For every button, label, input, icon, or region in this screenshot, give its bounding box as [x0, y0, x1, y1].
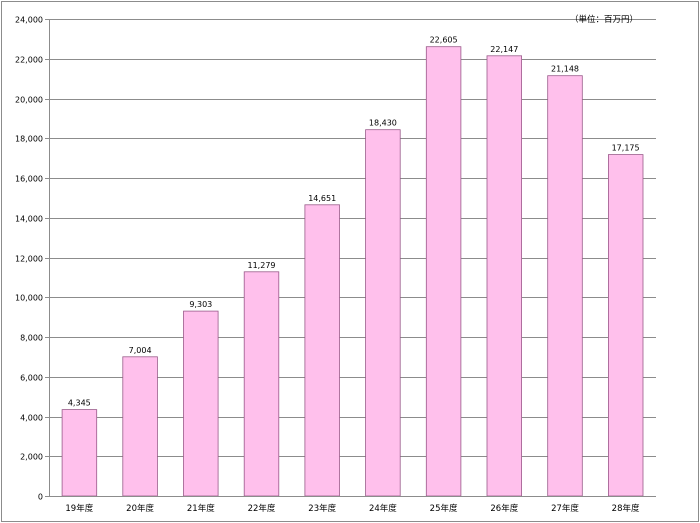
bar [365, 129, 401, 497]
bar-value-label: 4,345 [68, 399, 91, 408]
y-tick-label: 20,000 [15, 96, 43, 105]
x-tick-label: 21年度 [187, 503, 215, 514]
bar [547, 75, 583, 497]
bar-value-label: 18,430 [369, 119, 397, 128]
bar-value-label: 22,147 [490, 45, 518, 54]
x-tick-label: 25年度 [430, 503, 458, 514]
x-tick-label: 24年度 [369, 503, 397, 514]
bar [61, 409, 98, 497]
y-tick-label: 2,000 [20, 453, 43, 462]
bar-value-label: 14,651 [308, 194, 336, 203]
labels: 0 2,000 4,000 6,000 8,000 10,000 12,000 14,000 1… [15, 16, 640, 515]
bar [243, 271, 280, 497]
y-tick-label: 4,000 [20, 414, 43, 423]
y-tick-label: 24,000 [15, 16, 43, 25]
bars [61, 46, 644, 497]
bar [608, 154, 644, 497]
y-tick-label: 14,000 [15, 215, 43, 224]
x-tick-label: 20年度 [126, 503, 154, 514]
bar-value-label: 17,175 [612, 144, 640, 153]
unit-label: （単位：百万円） [570, 14, 638, 25]
bar-value-label: 21,148 [551, 65, 579, 74]
x-tick-label: 26年度 [490, 503, 518, 514]
bar [122, 356, 158, 497]
bar [183, 310, 219, 497]
bar-value-label: 11,279 [248, 261, 276, 270]
y-tick-label: 10,000 [15, 294, 43, 303]
x-tick-label: 23年度 [308, 503, 336, 514]
y-tick-label: 8,000 [20, 334, 43, 343]
axes [45, 19, 656, 497]
y-tick-label: 0 [38, 493, 43, 502]
bar-value-label: 7,004 [129, 346, 152, 355]
y-tick-label: 22,000 [15, 56, 43, 65]
bar [486, 55, 522, 497]
bar [304, 204, 340, 497]
y-tick-label: 6,000 [20, 374, 43, 383]
y-tick-label: 12,000 [15, 255, 43, 264]
x-tick-label: 27年度 [551, 503, 579, 514]
bar [425, 46, 462, 497]
x-tick-label: 28年度 [612, 503, 640, 514]
y-tick-label: 16,000 [15, 175, 43, 184]
y-tick-label: 18,000 [15, 135, 43, 144]
bar-value-label: 9,303 [189, 300, 212, 309]
bar-value-label: 22,605 [430, 36, 458, 45]
x-tick-label: 19年度 [65, 503, 93, 514]
x-tick-label: 22年度 [248, 503, 276, 514]
